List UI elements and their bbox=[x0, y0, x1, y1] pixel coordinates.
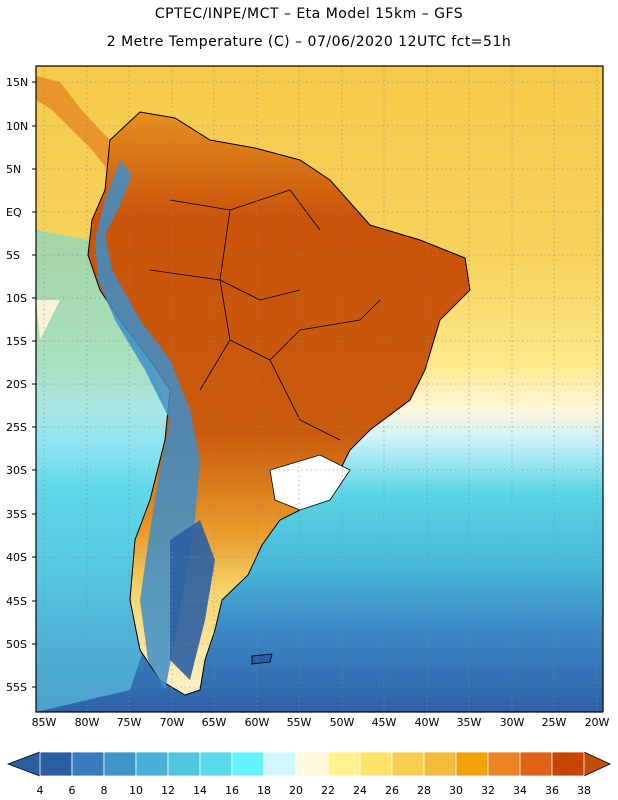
colorbar-label: 10 bbox=[129, 784, 143, 797]
colorbar-label: 24 bbox=[353, 784, 367, 797]
lat-label: 15N bbox=[6, 76, 29, 89]
colorbar-label: 30 bbox=[449, 784, 463, 797]
lon-label: 35W bbox=[456, 716, 482, 729]
colorbar-label: 12 bbox=[161, 784, 175, 797]
lon-label: 45W bbox=[371, 716, 397, 729]
colorbar-cell bbox=[359, 751, 393, 777]
lat-label: 5S bbox=[6, 249, 20, 262]
lat-label: 50S bbox=[6, 638, 27, 651]
lon-label: 60W bbox=[244, 716, 270, 729]
colorbar-cell bbox=[167, 751, 201, 777]
colorbar-high-arrow bbox=[583, 751, 611, 777]
lon-label: 65W bbox=[201, 716, 227, 729]
lon-label: 40W bbox=[414, 716, 440, 729]
patagonia-cold-zone bbox=[170, 520, 215, 680]
colorbar-cell bbox=[295, 751, 329, 777]
colorbar-label: 36 bbox=[545, 784, 559, 797]
colorbar-label: 22 bbox=[321, 784, 335, 797]
lat-label: 25S bbox=[6, 421, 27, 434]
colorbar-cell bbox=[39, 751, 73, 777]
colorbar-cell bbox=[551, 751, 585, 777]
lat-label: 35S bbox=[6, 508, 27, 521]
colorbar-cell bbox=[391, 751, 425, 777]
lon-label: 80W bbox=[74, 716, 100, 729]
lon-label: 30W bbox=[499, 716, 525, 729]
lat-label: 20S bbox=[6, 378, 27, 391]
axis-ticks bbox=[32, 81, 36, 688]
country-borders bbox=[149, 189, 381, 441]
lat-label: 45S bbox=[6, 595, 27, 608]
lon-label: 20W bbox=[584, 716, 610, 729]
colorbar-cell bbox=[135, 751, 169, 777]
lon-label: 85W bbox=[31, 716, 57, 729]
colorbar-label: 8 bbox=[100, 784, 108, 797]
lat-label: 55S bbox=[6, 681, 27, 694]
colorbar-label: 18 bbox=[257, 784, 271, 797]
colorbar-cell bbox=[519, 751, 553, 777]
colorbar-label: 20 bbox=[289, 784, 303, 797]
colorbar-cell bbox=[231, 751, 265, 777]
colorbar-cell bbox=[327, 751, 361, 777]
lat-label: 30S bbox=[6, 464, 27, 477]
colorbar-cell bbox=[487, 751, 521, 777]
colorbar-label: 14 bbox=[193, 784, 207, 797]
falkland-islands bbox=[251, 653, 273, 665]
colorbar-label: 16 bbox=[225, 784, 239, 797]
lat-label: 40S bbox=[6, 551, 27, 564]
lon-label: 70W bbox=[159, 716, 185, 729]
colorbar-label: 26 bbox=[385, 784, 399, 797]
colorbar bbox=[6, 751, 611, 777]
lat-label: 5N bbox=[6, 163, 22, 176]
colorbar-cell bbox=[103, 751, 137, 777]
map-title-line2: 2 Metre Temperature (C) – 07/06/2020 12U… bbox=[106, 34, 512, 50]
colorbar-label: 28 bbox=[417, 784, 431, 797]
map-title-line1: CPTEC/INPE/MCT – Eta Model 15km – GFS bbox=[154, 6, 464, 22]
lon-label: 50W bbox=[329, 716, 355, 729]
lon-label: 75W bbox=[116, 716, 142, 729]
lat-label: 10S bbox=[6, 292, 27, 305]
lat-label: EQ bbox=[6, 206, 22, 219]
colorbar-label: 4 bbox=[36, 784, 44, 797]
coastal-warm-patch bbox=[36, 300, 60, 340]
colorbar-label: 32 bbox=[481, 784, 495, 797]
colorbar-cell bbox=[263, 751, 297, 777]
colorbar-label: 6 bbox=[68, 784, 76, 797]
central-america-landmass bbox=[36, 76, 120, 170]
graticule bbox=[36, 66, 603, 712]
uruguay-mild-zone bbox=[269, 454, 351, 511]
lat-label: 10N bbox=[6, 120, 29, 133]
lon-label: 25W bbox=[541, 716, 567, 729]
colorbar-cell bbox=[71, 751, 105, 777]
colorbar-cell bbox=[423, 751, 457, 777]
colorbar-label: 38 bbox=[577, 784, 591, 797]
lon-label: 55W bbox=[286, 716, 312, 729]
lat-label: 15S bbox=[6, 335, 27, 348]
colorbar-cell bbox=[455, 751, 489, 777]
colorbar-low-arrow bbox=[6, 751, 41, 777]
colorbar-cell bbox=[199, 751, 233, 777]
map-frame bbox=[35, 65, 604, 713]
colorbar-label: 34 bbox=[513, 784, 527, 797]
